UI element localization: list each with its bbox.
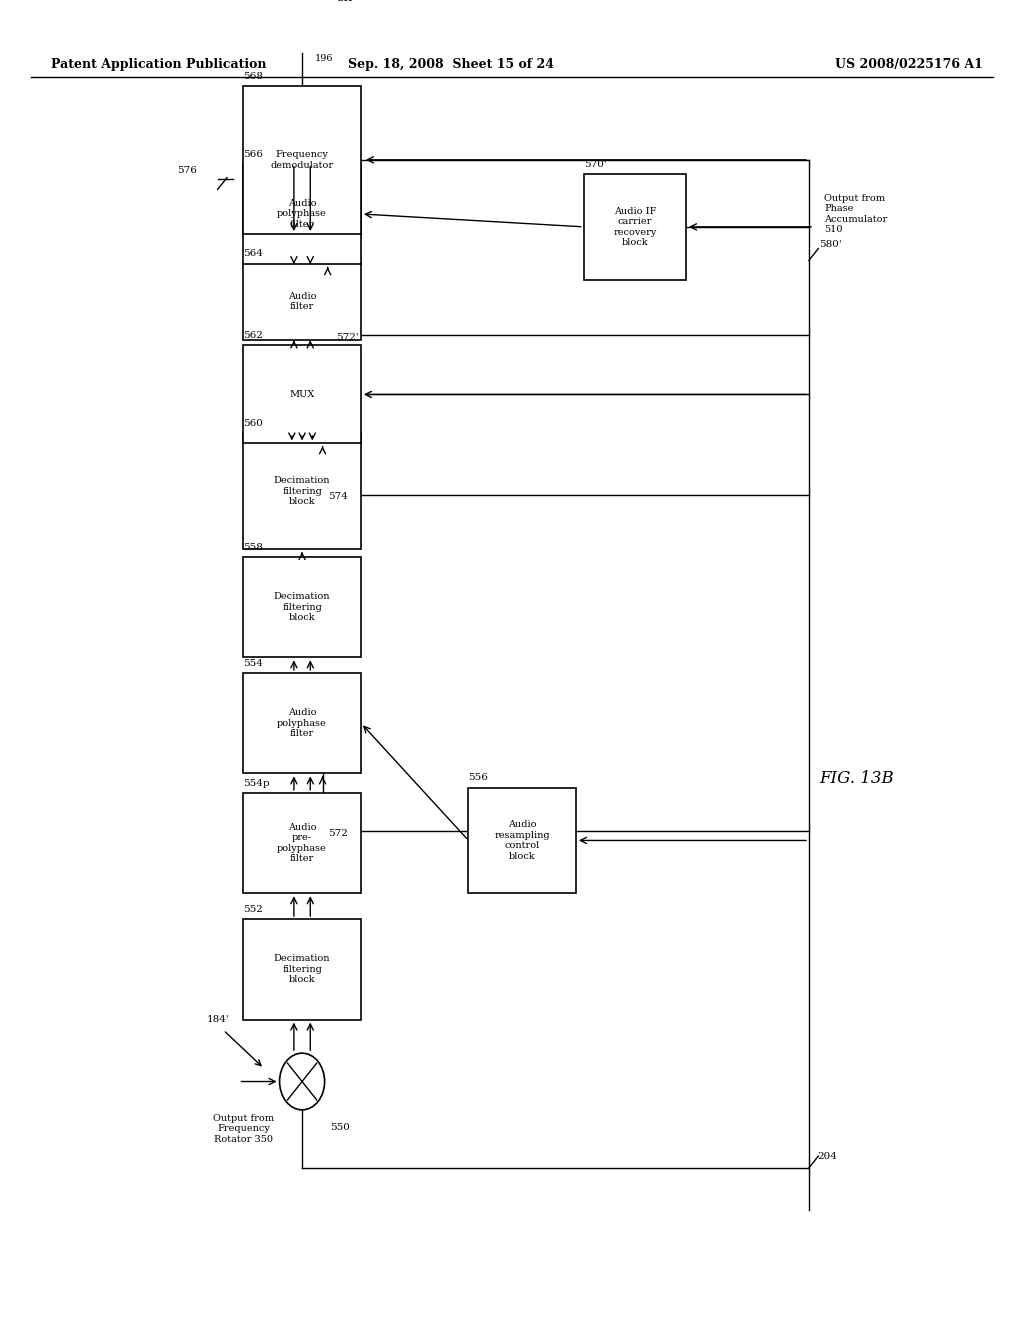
Bar — [244, 346, 360, 444]
Text: Audio
resampling
control
block: Audio resampling control block — [495, 820, 550, 861]
Text: 554: 554 — [244, 659, 263, 668]
Text: 572': 572' — [336, 333, 358, 342]
Text: 572: 572 — [328, 829, 347, 838]
Text: 552: 552 — [244, 906, 263, 913]
Bar — [244, 86, 360, 234]
Text: US 2008/0225176 A1: US 2008/0225176 A1 — [836, 58, 983, 71]
Text: 554p: 554p — [244, 779, 270, 788]
Text: Output from
Phase
Accumulator
510: Output from Phase Accumulator 510 — [824, 194, 888, 234]
Text: 562: 562 — [244, 331, 263, 341]
Text: Audio
polyphase
filter: Audio polyphase filter — [278, 709, 327, 738]
Bar — [244, 433, 360, 549]
Text: Decimation
filtering
block: Decimation filtering block — [273, 954, 331, 985]
Text: Audio
filter: Audio filter — [288, 292, 316, 312]
Text: 196: 196 — [314, 54, 333, 62]
Text: 580': 580' — [819, 240, 842, 249]
Text: 550: 550 — [330, 1123, 349, 1131]
Text: FIG. 13B: FIG. 13B — [819, 770, 894, 787]
Text: 570': 570' — [584, 160, 606, 169]
Bar — [244, 557, 360, 657]
Text: MUX: MUX — [290, 389, 314, 399]
Bar — [244, 673, 360, 774]
Text: 556: 556 — [469, 774, 488, 783]
Text: 574: 574 — [328, 492, 347, 502]
Bar — [244, 793, 360, 894]
Text: Sep. 18, 2008  Sheet 15 of 24: Sep. 18, 2008 Sheet 15 of 24 — [347, 58, 554, 71]
Text: 204: 204 — [817, 1152, 837, 1162]
Bar — [469, 788, 575, 894]
Text: 560: 560 — [244, 418, 263, 428]
Text: Audio
polyphase
filter: Audio polyphase filter — [278, 199, 327, 228]
Text: 564: 564 — [244, 248, 263, 257]
Text: 558: 558 — [244, 543, 263, 552]
Bar — [244, 263, 360, 341]
Text: Frequency
demodulator: Frequency demodulator — [270, 150, 334, 169]
Text: 566: 566 — [244, 149, 263, 158]
Bar — [244, 919, 360, 1019]
Text: Decimation
filtering
block: Decimation filtering block — [273, 593, 331, 622]
Text: Output from
Frequency
Rotator 350: Output from Frequency Rotator 350 — [213, 1114, 274, 1143]
Text: 568: 568 — [244, 71, 263, 81]
Bar — [584, 174, 686, 280]
Bar — [244, 164, 360, 264]
Text: 576: 576 — [177, 166, 197, 176]
Text: Decimation
filtering
block: Decimation filtering block — [273, 477, 331, 506]
Text: Audio
pre-
polyphase
filter: Audio pre- polyphase filter — [278, 822, 327, 863]
Text: SIF: SIF — [336, 0, 355, 3]
Text: 184': 184' — [207, 1015, 229, 1023]
Text: Audio IF
carrier
recovery
block: Audio IF carrier recovery block — [613, 207, 656, 247]
Text: Patent Application Publication: Patent Application Publication — [51, 58, 266, 71]
